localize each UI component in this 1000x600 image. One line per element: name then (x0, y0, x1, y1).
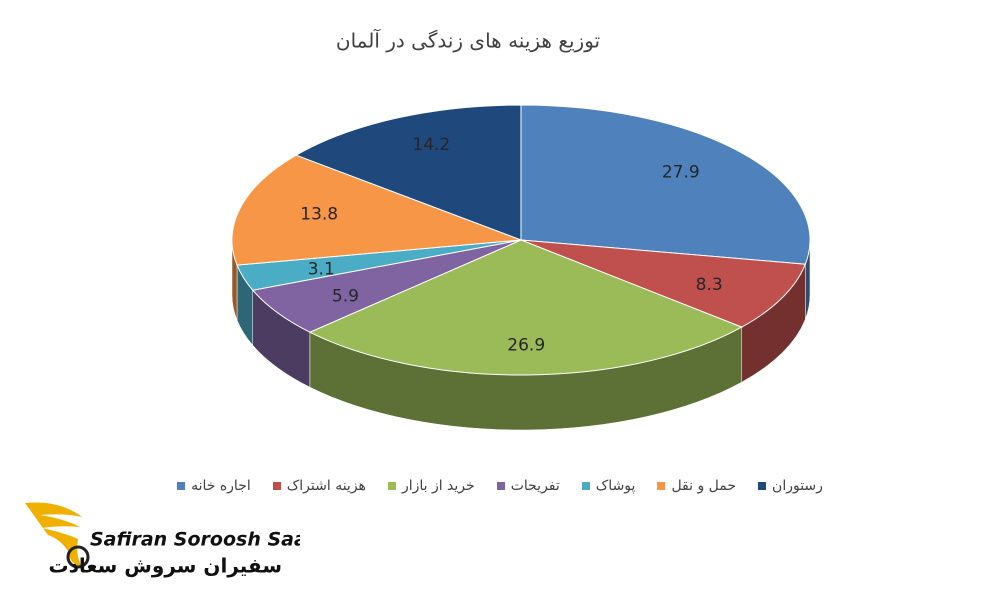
data-label: 13.8 (300, 204, 338, 224)
data-label: 5.9 (332, 287, 359, 307)
legend-item: حمل و نقل (657, 478, 736, 494)
logo-wing (25, 502, 82, 567)
slice (231, 154, 522, 266)
legend-item: رستوران (758, 478, 823, 494)
legend-item: تفریحات (496, 478, 560, 494)
logo: Safiran Soroosh Saadat سفیران سروش سعادت (25, 502, 300, 578)
legend-label: حمل و نقل (671, 478, 737, 494)
data-label: 14.2 (412, 135, 450, 155)
legend-label: خرید از بازار (401, 478, 475, 494)
data-label: 26.9 (507, 335, 545, 355)
legend-swatch (758, 482, 767, 490)
legend-label: رستوران (772, 478, 823, 494)
legend-swatch (272, 482, 281, 490)
chart-title: توزیع هزینه های زندگی در آلمان (336, 28, 600, 53)
logo-mark (66, 545, 90, 569)
legend-label: اجاره خانه (191, 478, 251, 494)
legend-item: پوشاک (581, 478, 636, 494)
legend-item: اجاره خانه (177, 478, 251, 494)
chart: توزیع هزینه های زندگی در آلمان 27.9 8.3 26… (231, 28, 811, 431)
legend-label: تفریحات (510, 478, 560, 494)
data-label: 27.9 (662, 163, 700, 183)
logo-name-en: Safiran Soroosh Saadat (90, 529, 300, 551)
logo-name-fa: سفیران سروش سعادت (49, 554, 283, 578)
slice (520, 239, 807, 328)
slice (295, 104, 522, 241)
legend-item: هزینه اشتراک (272, 478, 366, 494)
data-label: 3.1 (308, 260, 335, 280)
legend: اجاره خانه هزینه اشتراک خرید از بازار تفریح… (0, 478, 1000, 494)
slice (308, 239, 743, 376)
legend-swatch (581, 482, 590, 490)
legend-swatch (496, 482, 505, 490)
legend-label: پوشاک (595, 478, 636, 494)
legend-swatch (387, 482, 396, 490)
legend-item: خرید از بازار (387, 478, 475, 494)
slice (520, 104, 811, 265)
legend-swatch (657, 482, 666, 490)
legend-swatch (177, 482, 186, 490)
data-label: 8.3 (696, 275, 723, 295)
legend-label: هزینه اشتراک (286, 478, 366, 494)
